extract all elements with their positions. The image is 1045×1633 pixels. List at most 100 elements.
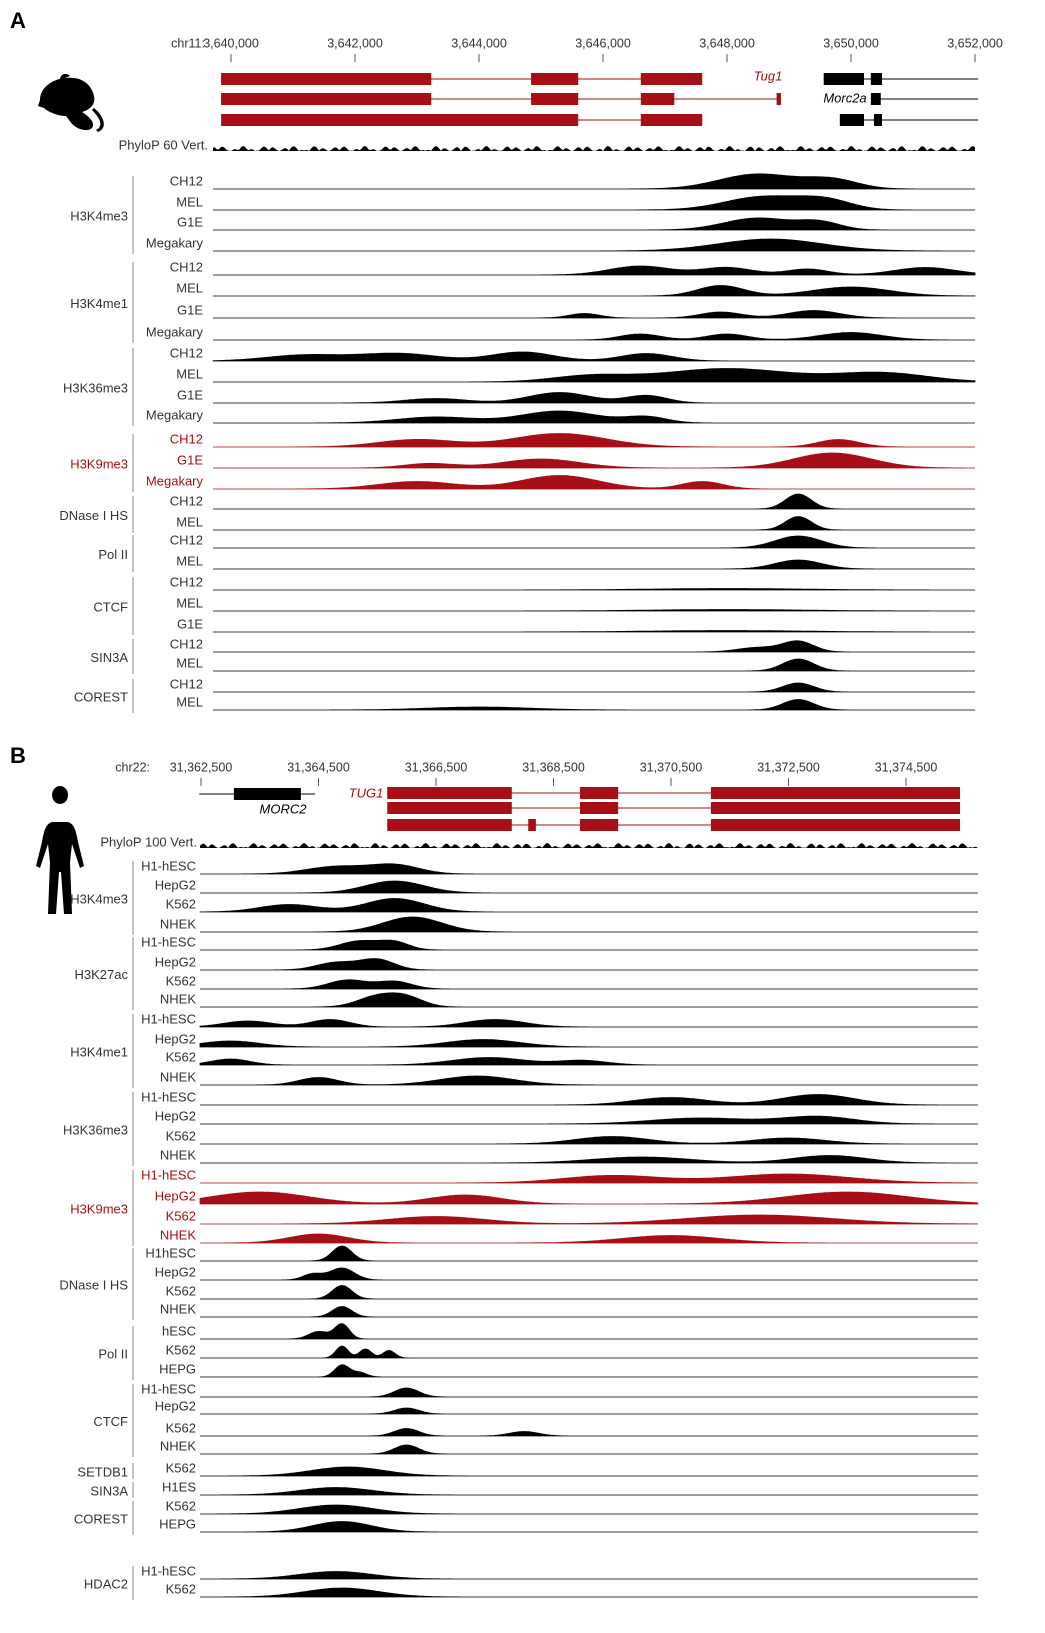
track-label: HepG2	[155, 877, 196, 892]
track-label: H1-hESC	[141, 1011, 196, 1026]
signal-track	[213, 433, 975, 448]
track-label: K562	[166, 1498, 196, 1513]
group-label: COREST	[74, 689, 128, 704]
signal-track	[200, 1285, 978, 1300]
track-label: G1E	[177, 452, 203, 467]
exon	[579, 819, 619, 831]
signal-track	[213, 699, 975, 711]
signal-track	[200, 1306, 978, 1318]
signal-track	[200, 1345, 978, 1359]
track-label: NHEK	[160, 991, 196, 1006]
signal-track	[200, 992, 978, 1008]
ruler-tick-label: 3,650,000	[823, 36, 879, 50]
signal-track	[213, 640, 975, 653]
group-label: DNase I HS	[59, 1277, 128, 1292]
group-label: SIN3A	[90, 650, 128, 665]
signal-track	[213, 238, 975, 252]
group-label: H3K36me3	[63, 1122, 128, 1137]
signal-track	[213, 535, 975, 549]
track-label: K562	[166, 1049, 196, 1064]
signal-track	[200, 863, 978, 875]
exon	[221, 114, 579, 126]
track-label: H1-hESC	[141, 1089, 196, 1104]
group-label: Pol II	[98, 547, 128, 562]
exon	[839, 114, 865, 126]
exon	[233, 788, 301, 800]
track-label: MEL	[176, 514, 203, 529]
track-label: CH12	[170, 345, 203, 360]
track-label: CH12	[170, 676, 203, 691]
chrom-label: chr22:	[115, 760, 150, 774]
signal-track	[213, 493, 975, 510]
ruler-tick-label: 31,372,500	[757, 760, 820, 774]
group-label: CTCF	[93, 599, 128, 614]
exon	[387, 802, 512, 814]
signal-track	[213, 559, 975, 570]
track-label: HEPG	[159, 1361, 196, 1376]
track-label: MEL	[176, 280, 203, 295]
exon	[640, 93, 675, 105]
panel-label: B	[10, 743, 26, 768]
signal-track	[200, 1233, 978, 1244]
signal-track	[213, 452, 975, 469]
signal-track	[213, 588, 975, 591]
track-label: HepG2	[155, 1398, 196, 1413]
group-label: H3K4me1	[70, 296, 128, 311]
signal-track	[212, 351, 975, 362]
track-label: Megakary	[146, 324, 204, 339]
signal-track	[200, 1136, 978, 1145]
signal-track	[200, 1521, 978, 1533]
signal-track	[200, 1428, 978, 1437]
signal-track	[200, 1115, 978, 1125]
group-label: H3K36me3	[63, 380, 128, 395]
group-label: COREST	[74, 1511, 128, 1526]
signal-track	[199, 1057, 978, 1066]
signal-track	[213, 475, 975, 490]
group-label: H3K4me1	[70, 1044, 128, 1059]
group-label: H3K9me3	[70, 456, 128, 471]
signal-track	[213, 173, 975, 190]
signal-track	[213, 516, 975, 531]
signal-track	[200, 1504, 978, 1515]
ruler-tick-label: 31,368,500	[522, 760, 585, 774]
exon	[387, 819, 512, 831]
track-label: MEL	[176, 553, 203, 568]
gene-name: MORC2	[260, 801, 308, 816]
exon	[640, 73, 703, 85]
signal-track	[200, 880, 978, 894]
signal-track	[200, 1587, 978, 1598]
ruler-tick-label: 3,648,000	[699, 36, 755, 50]
exon	[870, 73, 882, 85]
track-label: CH12	[170, 493, 203, 508]
human-icon	[36, 786, 84, 914]
signal-track	[199, 1039, 978, 1048]
exon	[710, 819, 961, 831]
track-label: Megakary	[146, 407, 204, 422]
signal-track	[200, 1387, 978, 1398]
track-label: CH12	[170, 532, 203, 547]
signal-track	[213, 265, 976, 276]
exon	[387, 787, 512, 799]
track-label: K562	[166, 1128, 196, 1143]
signal-track	[200, 1267, 978, 1281]
track-label: NHEK	[160, 1438, 196, 1453]
group-label: HDAC2	[84, 1576, 128, 1591]
track-label: MEL	[176, 595, 203, 610]
ruler-tick-label: 3,644,000	[451, 36, 507, 50]
signal-track	[213, 658, 975, 672]
group-label: H3K9me3	[70, 1201, 128, 1216]
track-label: HepG2	[155, 1264, 196, 1279]
signal-track	[213, 682, 975, 693]
group-label: CTCF	[93, 1414, 128, 1429]
signal-track	[200, 1487, 978, 1496]
signal-track	[200, 1155, 978, 1164]
signal-track	[200, 916, 978, 933]
track-label: H1ES	[162, 1479, 196, 1494]
track-label: Megakary	[146, 473, 204, 488]
ruler-tick-label: 31,370,500	[640, 760, 703, 774]
signal-track	[200, 1214, 979, 1225]
signal-track	[200, 1094, 978, 1106]
signal-track	[200, 1323, 978, 1340]
signal-track	[213, 285, 976, 297]
